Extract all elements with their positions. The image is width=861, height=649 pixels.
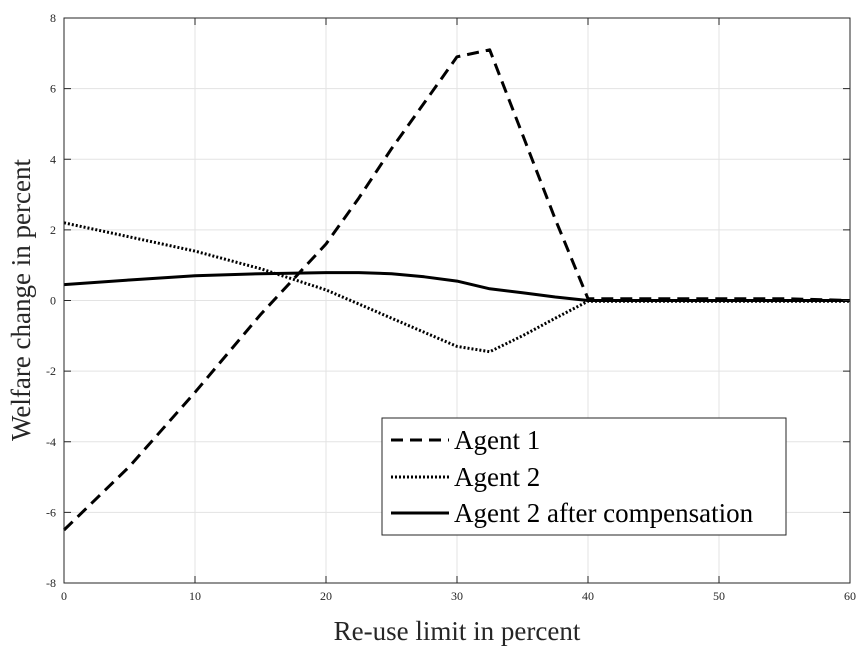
x-tick-label: 40 [582, 589, 594, 603]
y-axis-label: Welfare change in percent [6, 159, 36, 441]
y-tick-label: 2 [50, 223, 56, 237]
y-tick-label: 8 [50, 11, 56, 25]
series-line-agent-1 [62, 48, 851, 532]
axis-ticks: 0 10 20 30 40 50 60 -8 -6 -4 -2 0 2 4 6 8 [46, 11, 856, 603]
x-axis-label: Re-use limit in percent [334, 616, 581, 646]
y-tick-label: -6 [46, 505, 56, 519]
y-tick-label: 4 [50, 152, 56, 166]
y-tick-label: -8 [46, 576, 56, 590]
y-tick-label: 6 [50, 82, 56, 96]
x-tick-label: 60 [844, 589, 856, 603]
y-tick-label: 0 [50, 294, 56, 308]
x-tick-label: 50 [713, 589, 725, 603]
x-tick-label: 30 [451, 589, 463, 603]
x-tick-label: 20 [320, 589, 332, 603]
legend-label-agent-2: Agent 2 [454, 462, 540, 492]
x-tick-label: 0 [61, 589, 67, 603]
legend: Agent 1 Agent 2 Agent 2 after compensati… [381, 417, 787, 536]
legend-box [381, 417, 787, 536]
x-tick-label: 10 [189, 589, 201, 603]
series-line-agent-2-after-compensation [63, 271, 850, 302]
legend-label-agent-2-after-compensation: Agent 2 after compensation [454, 498, 754, 528]
y-tick-label: -2 [46, 364, 56, 378]
series-lines [62, 48, 851, 532]
legend-label-agent-1: Agent 1 [454, 425, 540, 455]
y-tick-label: -4 [46, 435, 56, 449]
